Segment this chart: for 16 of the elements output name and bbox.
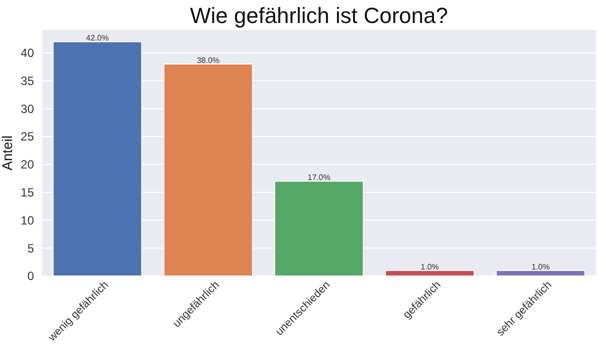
y-tick-label: 10 (20, 213, 34, 228)
y-tick-label: 5 (27, 241, 34, 256)
data-label: 17.0% (308, 173, 330, 182)
y-tick-label: 0 (27, 269, 34, 284)
y-tick-label: 40 (20, 46, 34, 60)
y-axis-title: Anteil (0, 135, 15, 171)
y-tick-label: 15 (20, 186, 34, 200)
data-label: 42.0% (86, 34, 109, 43)
y-tick-label: 35 (20, 74, 34, 88)
chart-title: Wie gefährlich ist Corona? (190, 3, 448, 28)
y-tick-label: 20 (20, 158, 34, 172)
data-label: 38.0% (196, 56, 220, 66)
data-label: 1.0% (531, 262, 550, 272)
data-label: 1.0% (420, 262, 439, 272)
y-tick-label: 25 (20, 130, 34, 144)
y-tick-label: 30 (20, 102, 34, 116)
